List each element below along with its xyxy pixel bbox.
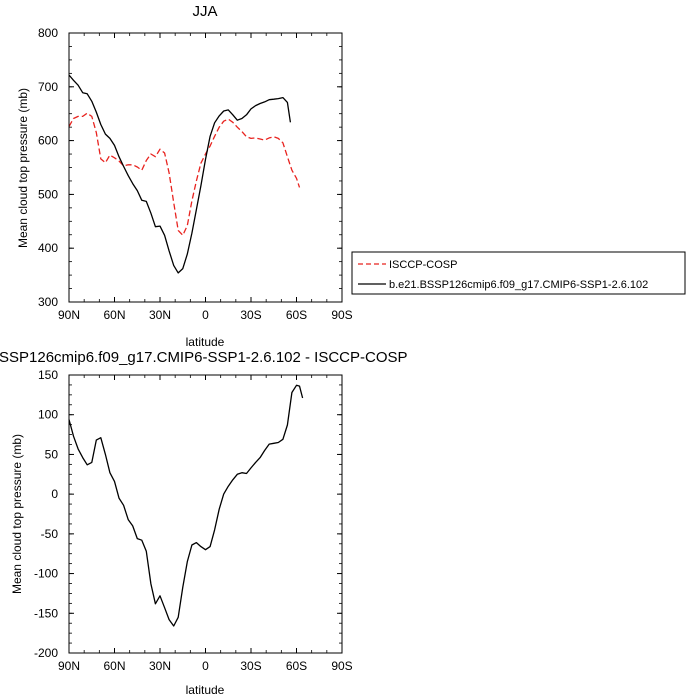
top-chart-y-tick-label: 400 [38, 241, 58, 255]
top-chart-x-tick-label: 30N [149, 308, 171, 322]
bottom-chart-y-tick-label: 150 [38, 368, 58, 382]
bottom-chart-x-tick-label: 90S [331, 659, 352, 673]
bottom-chart-y-axis-title: Mean cloud top pressure (mb) [10, 434, 24, 594]
top-chart-y-tick-label: 600 [38, 134, 58, 148]
bottom-chart-y-tick-label: 50 [45, 447, 59, 461]
top-chart-y-tick-label: 800 [38, 26, 58, 40]
bottom-chart-y-tick-label: 100 [38, 408, 58, 422]
top-chart-x-tick-label: 30S [240, 308, 261, 322]
legend: ISCCP-COSP b.e21.BSSP126cmip6.f09_g17.CM… [351, 251, 686, 295]
legend-label-model: b.e21.BSSP126cmip6.f09_g17.CMIP6-SSP1-2.… [389, 279, 648, 291]
bottom-chart-x-tick-label: 60S [286, 659, 307, 673]
top-chart-panel: JJA latitude Mean cloud top pressure (mb… [16, 3, 353, 349]
top-chart-series-line-1 [68, 112, 301, 236]
bottom-chart-y-tick-label: -150 [34, 606, 58, 620]
bottom-chart-title: 1.BSSP126cmip6.f09_g17.CMIP6-SSP1-2.6.10… [0, 349, 408, 366]
top-chart-x-axis-title: latitude [186, 335, 225, 349]
top-chart-y-tick-label: 700 [38, 80, 58, 94]
top-chart-x-tick-label: 90S [331, 308, 352, 322]
bottom-chart-y-tick-label: -100 [34, 567, 58, 581]
bottom-chart-frame [68, 374, 343, 654]
bottom-chart-y-tick-label: 0 [51, 487, 58, 501]
bottom-chart-x-tick-label: 30N [149, 659, 171, 673]
bottom-chart-x-tick-label: 60N [103, 659, 125, 673]
bottom-chart-x-tick-label: 0 [202, 659, 209, 673]
legend-box [351, 251, 686, 295]
top-chart-y-axis-title: Mean cloud top pressure (mb) [16, 88, 30, 248]
bottom-chart-x-axis-title: latitude [186, 683, 225, 697]
bottom-chart-series-line-1 [68, 384, 304, 627]
bottom-chart-x-tick-label: 30S [240, 659, 261, 673]
top-chart-y-tick-label: 500 [38, 187, 58, 201]
top-chart-x-tick-label: 60N [103, 308, 125, 322]
bottom-chart-y-tick-label: -50 [41, 527, 59, 541]
top-chart-title: JJA [192, 3, 217, 20]
bottom-chart-panel: 1.BSSP126cmip6.f09_g17.CMIP6-SSP1-2.6.10… [0, 349, 408, 697]
bottom-chart-x-tick-label: 90N [58, 659, 80, 673]
top-chart-frame [68, 32, 343, 303]
top-chart-x-tick-label: 0 [202, 308, 209, 322]
top-chart-y-tick-label: 300 [38, 295, 58, 309]
legend-label-isccp-cosp: ISCCP-COSP [389, 259, 457, 271]
top-chart-x-tick-label: 60S [286, 308, 307, 322]
top-chart-series-line-2 [68, 74, 292, 274]
top-chart-x-tick-label: 90N [58, 308, 80, 322]
bottom-chart-y-tick-label: -200 [34, 646, 58, 660]
